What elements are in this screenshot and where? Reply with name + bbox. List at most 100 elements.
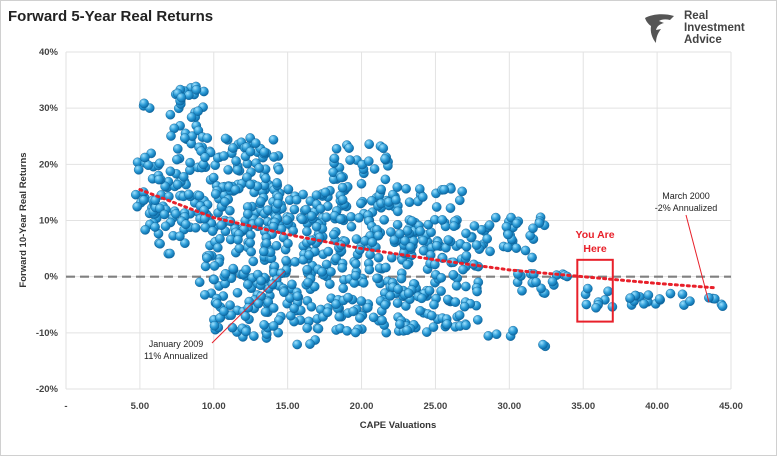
- data-point: [363, 156, 374, 166]
- data-point: [209, 320, 220, 331]
- data-point: [581, 299, 592, 310]
- data-point: [160, 181, 170, 192]
- data-point: [436, 272, 447, 283]
- data-point: [268, 303, 279, 313]
- data-point: [350, 270, 361, 281]
- data-point: [220, 133, 231, 144]
- data-point: [176, 92, 187, 103]
- data-point: [583, 283, 593, 294]
- data-point: [503, 229, 513, 240]
- data-point: [643, 290, 654, 300]
- data-point: [254, 163, 265, 173]
- data-point: [461, 228, 471, 239]
- data-point: [458, 264, 468, 275]
- data-point: [209, 274, 219, 285]
- data-point: [366, 195, 377, 206]
- data-point: [534, 218, 545, 228]
- logo-line-1: Real: [684, 10, 709, 22]
- data-point: [704, 292, 714, 303]
- data-point: [260, 307, 271, 317]
- data-point: [313, 323, 324, 334]
- data-point: [368, 312, 379, 323]
- data-point: [356, 178, 367, 189]
- data-point: [407, 216, 417, 226]
- data-point: [320, 187, 331, 198]
- y-tick-label: 10%: [39, 216, 59, 227]
- data-point: [335, 214, 346, 224]
- data-point: [430, 259, 440, 270]
- data-point: [138, 195, 149, 205]
- data-point: [282, 215, 292, 225]
- data-point: [536, 283, 546, 294]
- data-point: [245, 146, 256, 157]
- data-point: [389, 235, 400, 245]
- x-tick-label: -: [64, 401, 67, 412]
- data-point: [306, 301, 317, 312]
- data-point: [212, 242, 223, 253]
- data-point: [417, 192, 428, 202]
- chart-title: Forward 5-Year Real Returns: [8, 8, 214, 25]
- data-point: [321, 212, 332, 222]
- data-point: [283, 238, 293, 249]
- data-point: [165, 109, 176, 120]
- data-point: [271, 240, 282, 251]
- data-point: [227, 322, 238, 333]
- data-point: [472, 315, 483, 325]
- data-point: [547, 276, 558, 287]
- data-point: [133, 164, 144, 175]
- logo-line-2: Investment: [684, 22, 745, 34]
- data-point: [159, 209, 170, 220]
- data-point: [431, 240, 442, 251]
- data-point: [328, 229, 339, 240]
- data-point: [403, 288, 414, 299]
- data-point: [190, 222, 201, 233]
- y-axis-title: Forward 10-Year Real Returns: [18, 152, 29, 287]
- data-point: [459, 301, 470, 312]
- data-point: [423, 219, 434, 230]
- data-point: [228, 143, 238, 153]
- data-point: [331, 143, 342, 154]
- trend-line: [138, 188, 718, 290]
- data-point: [469, 221, 480, 231]
- data-point: [268, 321, 279, 331]
- data-point: [261, 238, 272, 249]
- data-point: [350, 327, 361, 338]
- data-point: [418, 235, 428, 246]
- data-point: [528, 223, 538, 234]
- data-point: [302, 264, 312, 275]
- data-point: [172, 144, 183, 154]
- data-point: [354, 213, 364, 223]
- annotation-2000-line-1: March 2000: [662, 191, 710, 201]
- data-point: [392, 206, 403, 217]
- data-point: [287, 279, 297, 290]
- data-point: [517, 285, 527, 296]
- data-point: [531, 277, 541, 287]
- you-are-here-label-1: You Are: [575, 229, 614, 241]
- data-point: [253, 298, 264, 309]
- data-point: [351, 234, 362, 244]
- x-tick-label: 45.00: [719, 401, 743, 412]
- logo: Real Investment Advice: [642, 10, 762, 50]
- data-point: [400, 236, 410, 246]
- data-point: [302, 226, 312, 237]
- data-point: [379, 215, 390, 225]
- data-point: [404, 197, 415, 207]
- data-point: [437, 215, 448, 225]
- data-point: [461, 250, 472, 261]
- data-point: [225, 205, 235, 216]
- data-point: [212, 299, 222, 309]
- data-point: [291, 195, 302, 205]
- x-tick-label: 10.00: [202, 401, 226, 412]
- data-point: [302, 323, 313, 333]
- data-point: [457, 186, 468, 197]
- data-point: [471, 240, 482, 250]
- x-tick-label: 35.00: [571, 401, 595, 412]
- data-point: [472, 286, 482, 297]
- data-point: [396, 273, 407, 284]
- data-point: [484, 220, 495, 230]
- annotation-2009-leader: [211, 270, 286, 344]
- data-point: [175, 231, 185, 242]
- data-point: [685, 296, 695, 307]
- data-point: [140, 152, 150, 163]
